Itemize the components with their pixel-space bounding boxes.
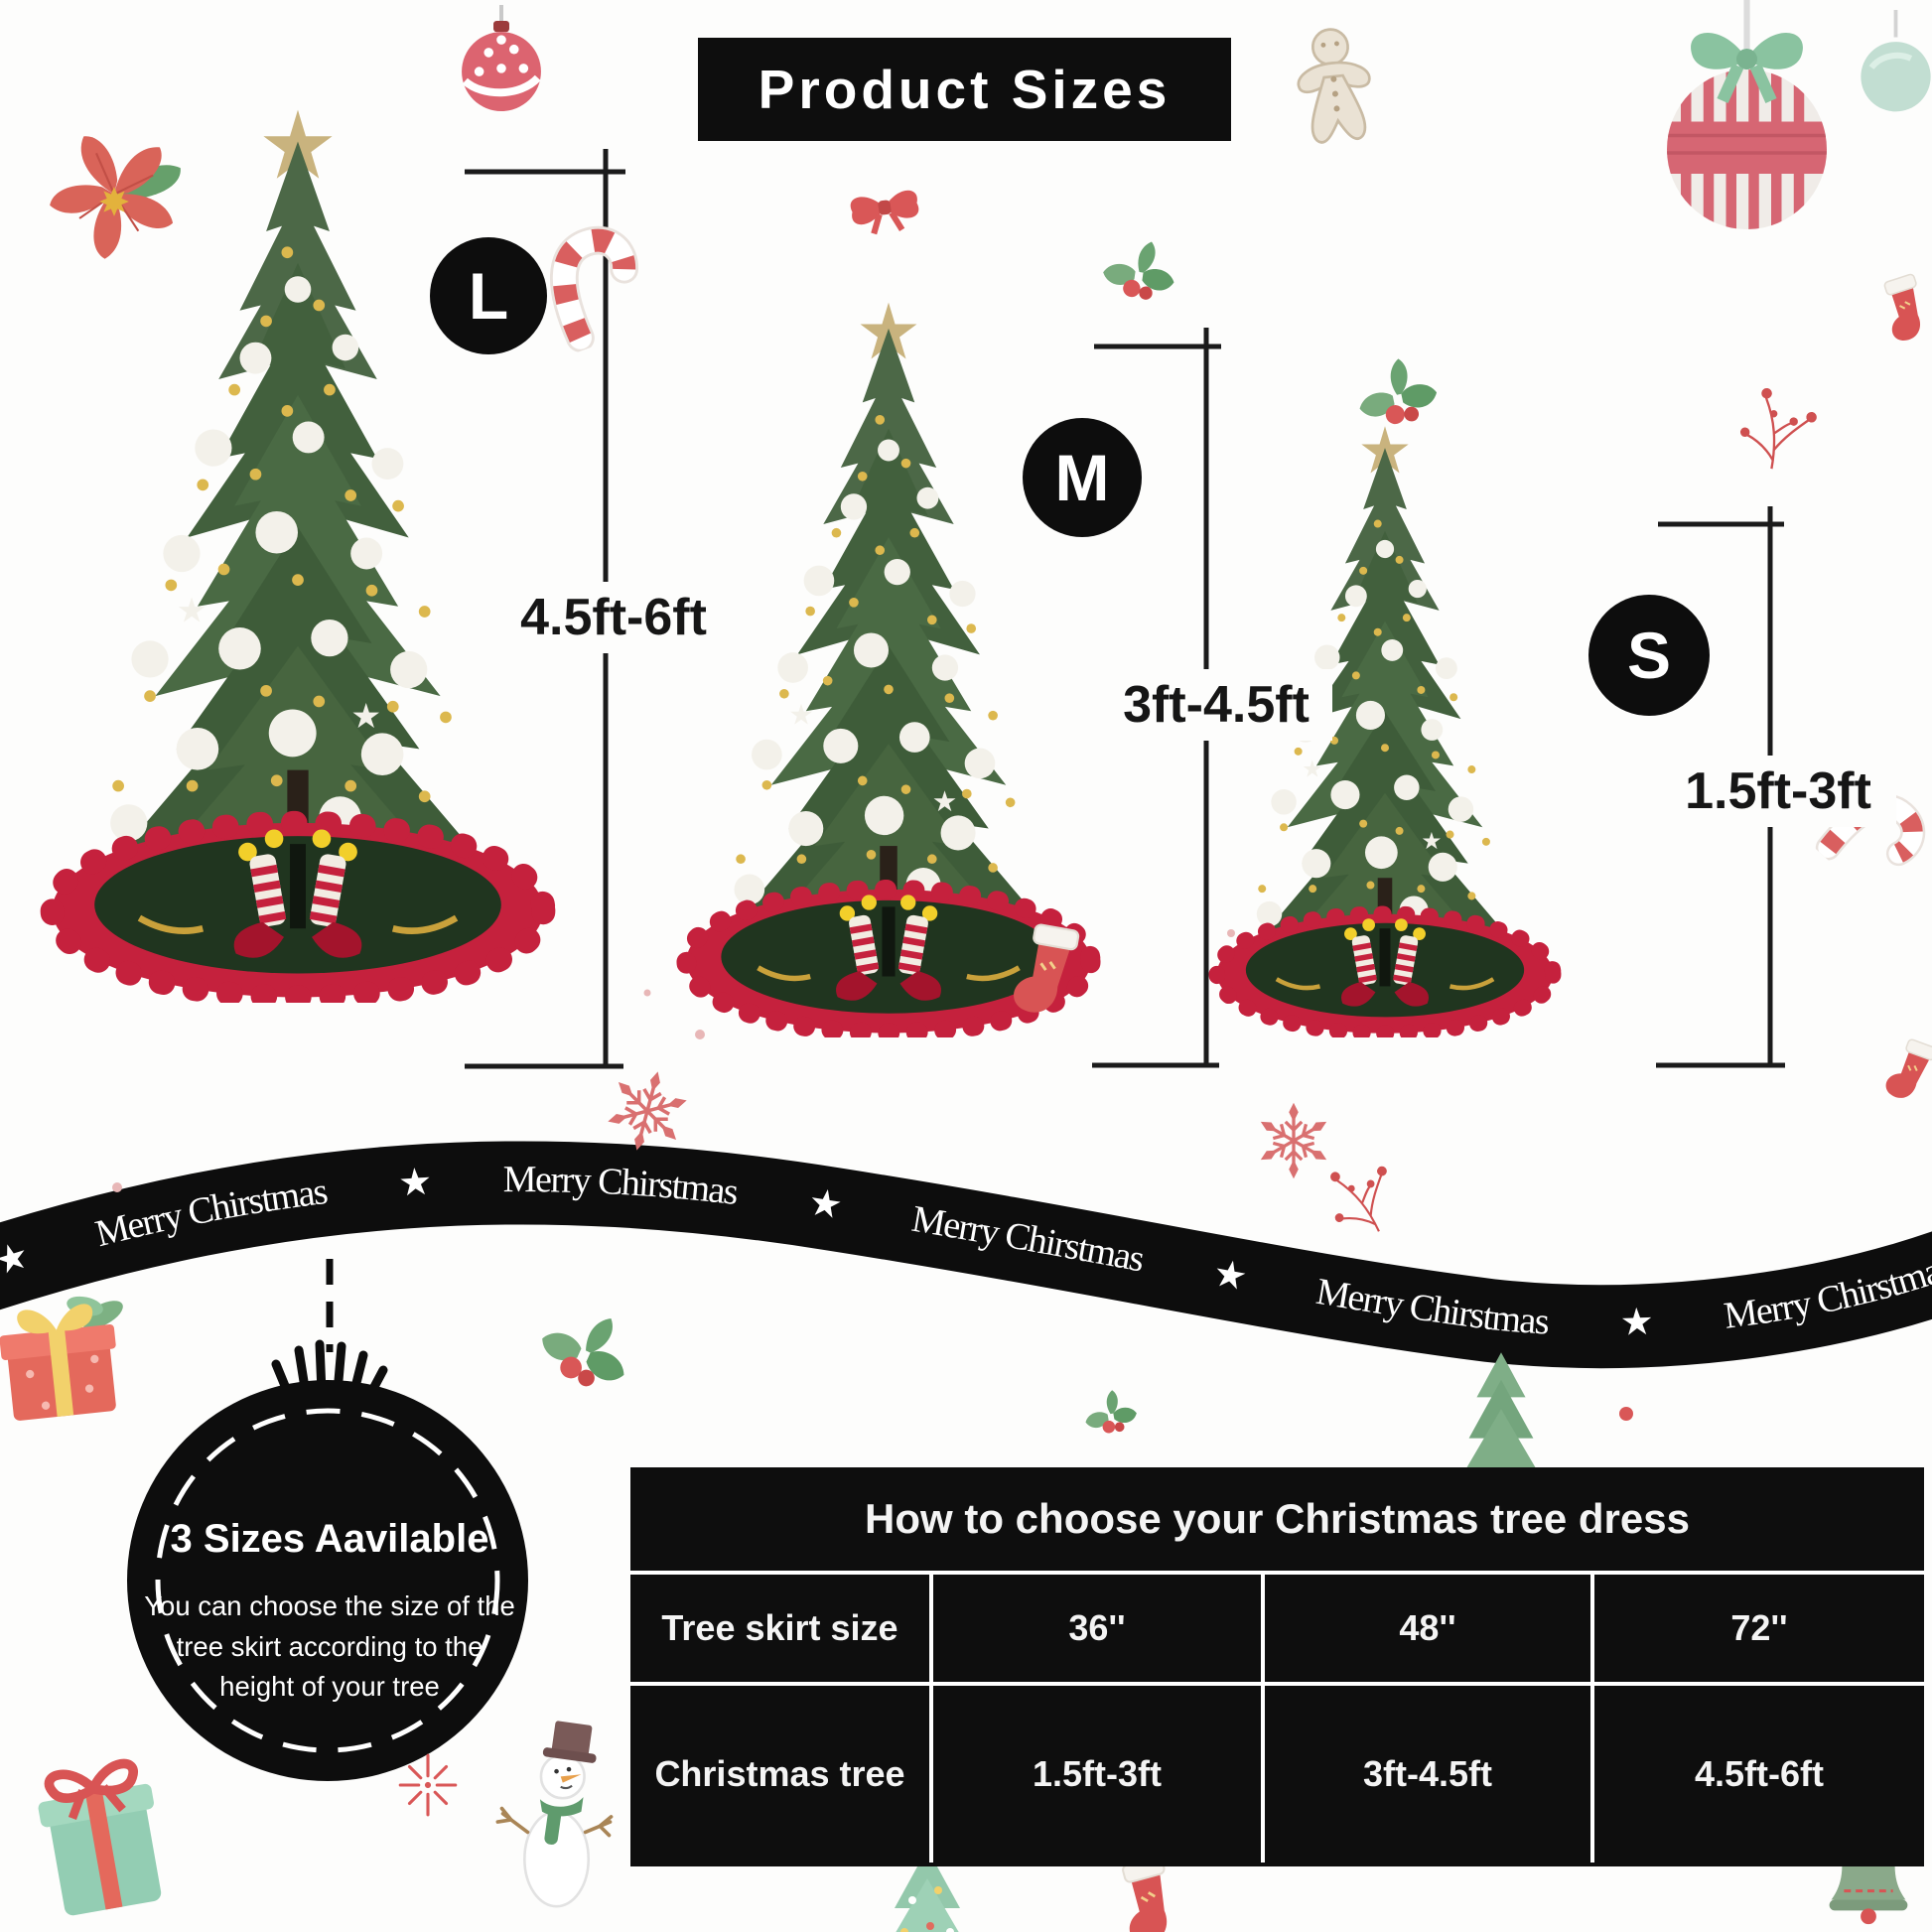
size-chart-table: How to choose your Christmas tree dress … (630, 1467, 1924, 1866)
poinsettia-icon (49, 136, 181, 260)
berry-branch-icon (1315, 1150, 1411, 1248)
gift-box-icon (33, 1759, 171, 1918)
info-badge-line3: height of your tree (219, 1671, 440, 1702)
table-cell: 4.5ft-6ft (1590, 1686, 1924, 1863)
stocking-icon (1881, 1035, 1932, 1107)
dotted-bauble-icon (462, 5, 541, 111)
size-chart-grid: Tree skirt size 36'' 48'' 72'' Christmas… (630, 1575, 1924, 1863)
holly-icon (531, 1296, 643, 1400)
snow-dot-icon (1227, 929, 1235, 937)
info-badge-title: 3 Sizes Aavilable (170, 1517, 489, 1561)
snowflake-icon (1257, 1103, 1330, 1179)
red-dot-icon (1619, 1407, 1633, 1421)
ornament-ball-icon (127, 1259, 528, 1781)
teal-bauble-icon (1861, 10, 1930, 111)
table-cell: Christmas tree (654, 1753, 905, 1794)
height-range-large: 4.5ft-6ft (494, 582, 733, 653)
striped-bauble-icon (1667, 0, 1827, 240)
snowman-icon (495, 1718, 614, 1909)
table-cell: 1.5ft-3ft (929, 1686, 1261, 1863)
table-cell: 48'' (1261, 1575, 1590, 1686)
info-badge-line1: You can choose the size of the (144, 1590, 515, 1621)
stocking-icon (1875, 271, 1932, 345)
candy-cane-icon (550, 232, 643, 338)
page-title-text: Product Sizes (758, 59, 1172, 120)
page-title: Product Sizes (698, 38, 1231, 141)
gingerbread-icon (1292, 24, 1377, 146)
info-badge-body: You can choose the size of the tree skir… (99, 1587, 560, 1708)
info-badge-line2: tree skirt according to the (176, 1630, 483, 1662)
sparkle-icon (398, 1753, 458, 1817)
size-badge-medium: M (1023, 418, 1142, 537)
holly-icon (1351, 352, 1442, 432)
bow-icon (850, 190, 921, 237)
holly-icon (1100, 235, 1179, 304)
snow-dot-icon (695, 1030, 705, 1039)
size-badge-small-letter: S (1626, 619, 1672, 692)
snow-dot-icon (112, 1182, 122, 1192)
berry-branch-icon (1733, 383, 1822, 477)
stocking-icon (1111, 1854, 1183, 1932)
size-badge-large-letter: L (468, 259, 509, 333)
tree-photo-medium (686, 303, 1090, 1034)
snow-dot-icon (643, 989, 651, 997)
table-cell: 72'' (1590, 1575, 1924, 1686)
size-badge-large: L (430, 237, 547, 354)
size-badge-small: S (1588, 595, 1710, 716)
table-cell: 3ft-4.5ft (1261, 1686, 1590, 1863)
height-range-medium: 3ft-4.5ft (1100, 669, 1332, 741)
size-chart-title: How to choose your Christmas tree dress (630, 1467, 1924, 1575)
table-cell: Tree skirt size (630, 1575, 929, 1686)
holly-icon (1080, 1386, 1140, 1438)
gift-box-icon (0, 1287, 138, 1423)
table-cell: 36'' (929, 1575, 1261, 1686)
height-range-small: 1.5ft-3ft (1660, 756, 1896, 827)
size-badge-medium-letter: M (1054, 441, 1110, 514)
